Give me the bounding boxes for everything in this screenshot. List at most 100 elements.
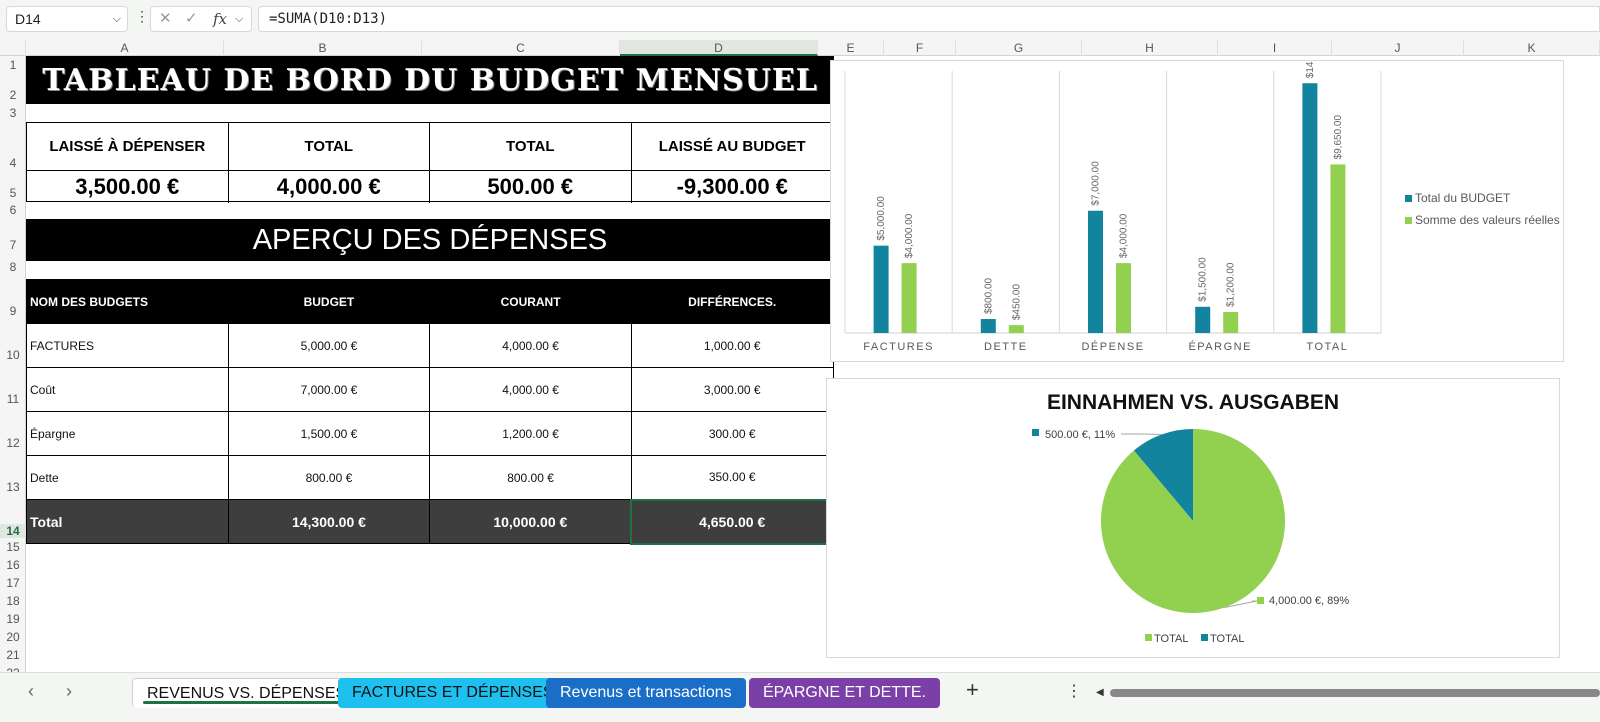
column-header[interactable]: C xyxy=(422,40,620,56)
chevron-down-icon[interactable]: ⌵ xyxy=(235,13,244,25)
row-header[interactable]: 15 xyxy=(6,540,20,554)
row-header[interactable]: 17 xyxy=(6,576,20,590)
summary-value[interactable]: 500.00 € xyxy=(430,171,632,203)
column-header[interactable]: H xyxy=(1082,40,1218,56)
row-header[interactable]: 11 xyxy=(6,392,20,406)
column-header[interactable]: B xyxy=(224,40,422,56)
table-cell[interactable]: 350.00 € xyxy=(630,455,834,500)
bar[interactable] xyxy=(980,319,996,333)
tab-factures-et-depenses[interactable]: FACTURES ET DÉPENSES xyxy=(338,678,568,708)
row-header[interactable]: 3 xyxy=(9,106,17,120)
summary-value[interactable]: 3,500.00 € xyxy=(27,171,229,203)
tab-revenus-et-transactions[interactable]: Revenus et transactions xyxy=(546,678,746,708)
row-header[interactable]: 6 xyxy=(9,203,17,217)
summary-label[interactable]: LAISSÉ AU BUDGET xyxy=(631,123,833,171)
pie-slice[interactable] xyxy=(1101,429,1285,613)
row-header[interactable]: 20 xyxy=(6,630,20,644)
bar[interactable] xyxy=(901,263,917,333)
summary-label[interactable]: LAISSÉ À DÉPENSER xyxy=(27,123,229,171)
table-cell[interactable]: 7,000.00 € xyxy=(227,367,431,412)
table-cell[interactable]: 800.00 € xyxy=(227,455,431,500)
summary-label[interactable]: TOTAL xyxy=(228,123,430,171)
row-header[interactable]: 10 xyxy=(6,348,20,362)
total-cell[interactable]: 14,300.00 € xyxy=(227,499,431,544)
column-header-selected[interactable]: D xyxy=(620,40,818,56)
table-header-cell[interactable]: DIFFÉRENCES. xyxy=(630,279,834,324)
selected-cell[interactable]: 4,650.00 € xyxy=(630,498,834,545)
category-label: ÉPARGNE xyxy=(1188,340,1251,353)
next-sheet-icon[interactable]: › xyxy=(66,681,72,701)
row-header[interactable]: 7 xyxy=(9,238,17,252)
bar[interactable] xyxy=(873,245,889,333)
row-header[interactable]: 1 xyxy=(9,58,17,72)
total-cell[interactable]: 10,000.00 € xyxy=(429,499,632,544)
column-header[interactable]: I xyxy=(1218,40,1332,56)
column-header[interactable]: A xyxy=(26,40,224,56)
row-header[interactable]: 2 xyxy=(9,88,17,102)
table-cell[interactable]: 3,000.00 € xyxy=(630,367,834,412)
table-cell[interactable]: Épargne xyxy=(26,411,229,456)
scroll-left-icon[interactable]: ◀ xyxy=(1096,687,1104,698)
table-cell[interactable]: 5,000.00 € xyxy=(227,323,431,368)
table-header-cell[interactable]: BUDGET xyxy=(227,279,431,324)
table-cell[interactable]: 800.00 € xyxy=(429,455,632,500)
row-header[interactable]: 18 xyxy=(6,594,20,608)
table-cell[interactable]: 300.00 € xyxy=(630,411,834,456)
more-options-icon[interactable]: ⋮ xyxy=(135,8,149,24)
table-cell[interactable]: 4,000.00 € xyxy=(429,323,632,368)
summary-value[interactable]: -9,300.00 € xyxy=(676,174,788,199)
table-cell[interactable]: FACTURES xyxy=(26,323,229,368)
column-header[interactable]: G xyxy=(956,40,1082,56)
select-all-corner[interactable] xyxy=(0,40,26,56)
bar[interactable] xyxy=(1116,263,1131,333)
column-header[interactable]: K xyxy=(1464,40,1600,56)
chevron-down-icon[interactable]: ⌵ xyxy=(112,13,121,25)
row-header[interactable]: 8 xyxy=(9,260,17,274)
prev-sheet-icon[interactable]: ‹ xyxy=(28,681,34,701)
insert-function-icon[interactable]: fx xyxy=(213,10,228,28)
scrollbar-thumb[interactable] xyxy=(1110,689,1600,697)
row-header[interactable]: 12 xyxy=(6,436,20,450)
summary-label[interactable]: TOTAL xyxy=(430,123,632,171)
tab-revenus-vs-depenses[interactable]: REVENUS VS. DÉPENSES xyxy=(132,678,362,708)
name-box[interactable]: D14 ⌵ xyxy=(6,6,128,32)
row-header[interactable]: 19 xyxy=(6,612,20,626)
row-header[interactable]: 16 xyxy=(6,558,20,572)
cancel-icon[interactable]: ✕ xyxy=(159,10,172,27)
table-cell[interactable]: 4,000.00 € xyxy=(429,367,632,412)
table-cell[interactable]: Coût xyxy=(26,367,229,412)
enter-icon[interactable]: ✓ xyxy=(185,10,198,27)
column-header[interactable]: F xyxy=(884,40,956,56)
pie-chart[interactable]: EINNAHMEN VS. AUSGABEN 500.00 €, 11% 4,000… xyxy=(826,378,1560,658)
row-header-selected[interactable]: 14 xyxy=(0,524,26,538)
bar[interactable] xyxy=(1008,325,1024,333)
table-cell[interactable]: 1,200.00 € xyxy=(429,411,632,456)
table-cell[interactable]: 1,000.00 € xyxy=(630,323,834,368)
bar[interactable] xyxy=(1195,306,1211,333)
total-label-cell[interactable]: Total xyxy=(26,499,229,544)
tab-epargne-et-dette[interactable]: ÉPARGNE ET DETTE. xyxy=(749,678,940,708)
row-header[interactable]: 21 xyxy=(6,648,20,662)
bar[interactable] xyxy=(1088,210,1103,333)
row-header[interactable]: 13 xyxy=(6,480,20,494)
table-header-cell[interactable]: NOM DES BUDGETS xyxy=(26,279,229,324)
row-header[interactable]: 5 xyxy=(9,186,17,200)
column-header[interactable]: E xyxy=(818,40,884,56)
more-options-icon[interactable]: ⋮ xyxy=(1066,683,1082,700)
row-header[interactable]: 9 xyxy=(9,304,17,318)
bar[interactable] xyxy=(1330,164,1346,333)
bar[interactable] xyxy=(1223,312,1239,333)
table-cell[interactable]: 1,500.00 € xyxy=(227,411,431,456)
formula-input[interactable]: =SUMA(D10:D13) xyxy=(258,6,1600,32)
pie-slice[interactable] xyxy=(1133,429,1193,521)
table-header-cell[interactable]: COURANT xyxy=(429,279,632,324)
add-sheet-icon[interactable]: + xyxy=(966,677,979,702)
horizontal-scrollbar[interactable]: ◀ xyxy=(1096,687,1600,699)
column-header[interactable]: J xyxy=(1332,40,1464,56)
row-header[interactable]: 4 xyxy=(9,156,17,170)
table-cell[interactable]: Dette xyxy=(26,455,229,500)
sheet-grid[interactable]: TABLEAU DE BORD DU BUDGET MENSUEL LAISSÉ… xyxy=(26,56,1600,686)
bar[interactable] xyxy=(1302,83,1318,333)
bar-chart[interactable]: $5,000.00 $4,000.00 FACTURES $800.00 $450.00… xyxy=(830,60,1564,362)
summary-value[interactable]: 4,000.00 € xyxy=(229,171,430,203)
